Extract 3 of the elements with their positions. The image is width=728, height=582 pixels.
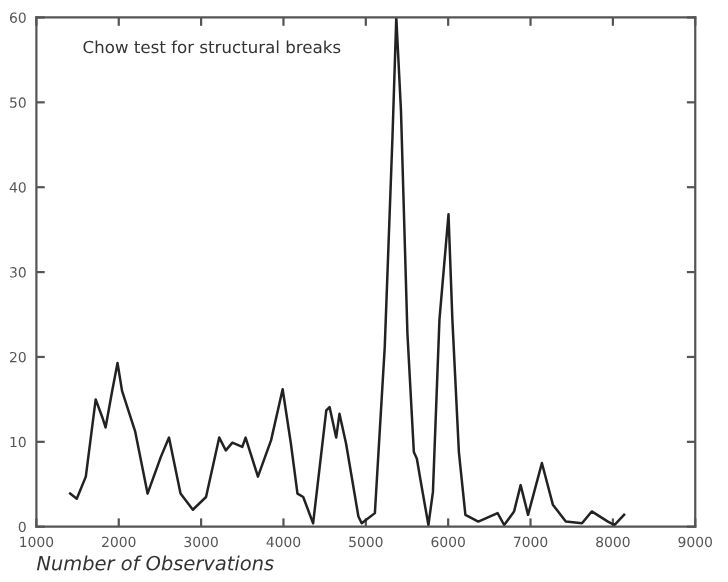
- x-axis-title: Number of Observations: [36, 555, 274, 571]
- annotation: Chow test for structural breaks: [83, 40, 341, 54]
- line-series: [68, 17, 626, 527]
